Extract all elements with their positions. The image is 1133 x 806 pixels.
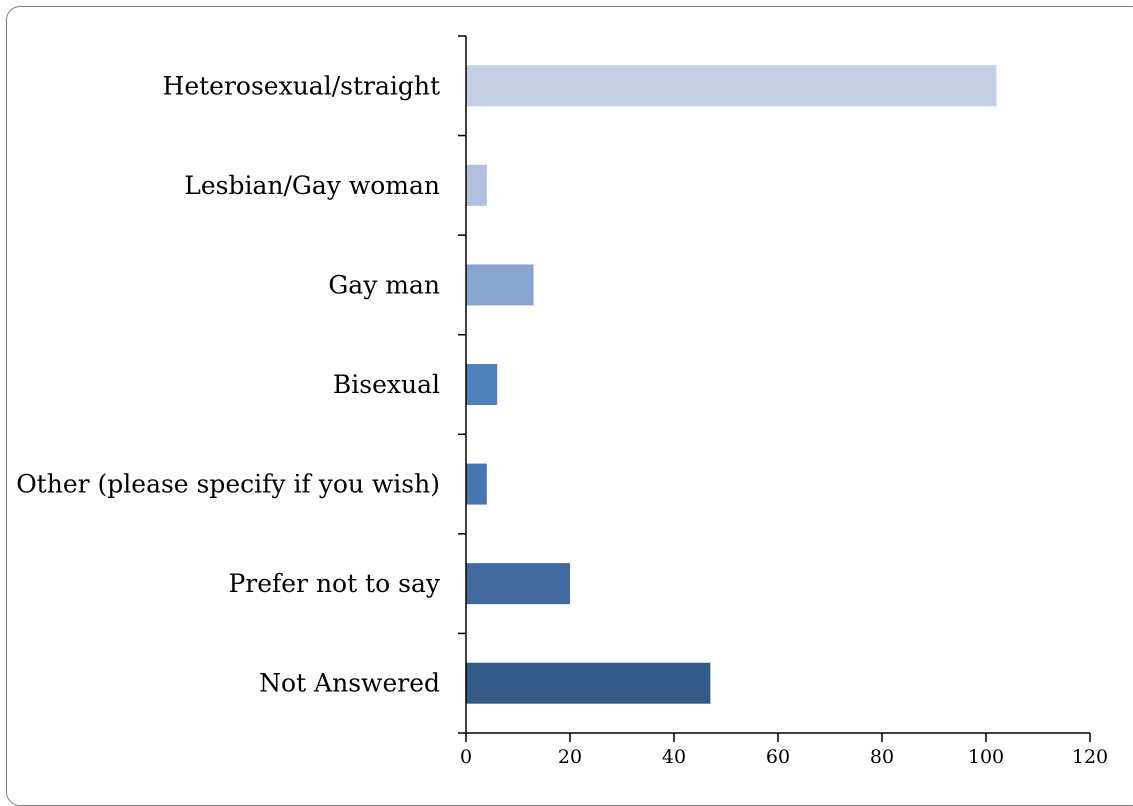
bar-lesbian-gay-woman xyxy=(466,164,487,206)
category-labels: Heterosexual/straight Lesbian/Gay woman Ga… xyxy=(16,71,441,697)
bar-other-please-specify-if-you-wish xyxy=(466,463,487,505)
bar-not-answered xyxy=(466,662,711,704)
category-label-gay-man: Gay man xyxy=(328,270,440,299)
bar-prefer-not-to-say xyxy=(466,563,570,605)
category-label-heterosexual-straight: Heterosexual/straight xyxy=(163,71,440,100)
x-tick-labels: 0 20 40 60 80 100 120 xyxy=(460,746,1108,768)
category-label-other-please-specify-if-you-wish: Other (please specify if you wish) xyxy=(16,470,440,499)
category-label-prefer-not-to-say: Prefer not to say xyxy=(228,569,440,598)
category-label-lesbian-gay-woman: Lesbian/Gay woman xyxy=(184,171,440,200)
axis-ticks xyxy=(458,35,1091,742)
x-tick-label-100: 100 xyxy=(968,746,1004,768)
x-tick-label-60: 60 xyxy=(766,746,790,768)
x-tick-label-20: 20 xyxy=(558,746,582,768)
x-tick-label-0: 0 xyxy=(460,746,472,768)
category-label-not-answered: Not Answered xyxy=(259,669,440,698)
x-tick-label-120: 120 xyxy=(1072,746,1108,768)
axes xyxy=(465,36,1090,734)
bar-bisexual xyxy=(466,364,498,405)
bar-gay-man xyxy=(466,264,534,306)
bar-heterosexual-straight xyxy=(466,65,997,107)
category-label-bisexual: Bisexual xyxy=(333,370,440,399)
x-tick-label-40: 40 xyxy=(662,746,686,768)
bars-layer xyxy=(466,65,997,704)
x-tick-label-80: 80 xyxy=(870,746,894,768)
